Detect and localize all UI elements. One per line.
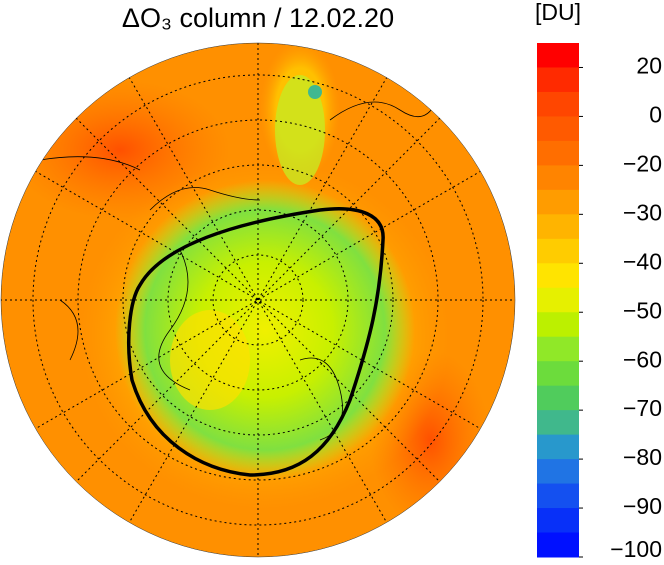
- colorbar-block: [537, 410, 579, 436]
- colorbar-tick-label: −100: [610, 536, 662, 562]
- colorbar-tick-label: −40: [623, 248, 662, 274]
- graticule: [1, 43, 515, 557]
- colorbar-block: [537, 116, 579, 142]
- colorbar-tick-label: −50: [623, 297, 662, 323]
- colorbar-tick-label: −60: [623, 346, 662, 372]
- colorbar-tick-label: −20: [623, 150, 662, 176]
- colorbar-block: [537, 336, 579, 362]
- colorbar-block: [537, 312, 579, 338]
- colorbar-block: [537, 214, 579, 240]
- colorbar-block: [537, 459, 579, 485]
- colorbar-block: [537, 361, 579, 387]
- colorbar-block: [537, 43, 579, 68]
- colorbar-tick-label: −30: [623, 199, 662, 225]
- map-title: ΔO₃ column / 12.02.20: [122, 3, 394, 33]
- colorbar-block: [537, 67, 579, 93]
- colorbar-unit: [DU]: [535, 0, 581, 25]
- vortex-edge: [127, 207, 385, 477]
- colorbar-block: [537, 140, 579, 166]
- colorbar-tick-label: 0: [649, 102, 662, 128]
- colorbar-block: [537, 508, 579, 534]
- colorbar-block: [537, 263, 579, 289]
- colorbar-block: [537, 91, 579, 117]
- colorbar-tick-label: −70: [623, 395, 662, 421]
- colorbar-tick-label: 20: [636, 53, 662, 79]
- colorbar-block: [537, 238, 579, 264]
- colorbar-block: [537, 287, 579, 313]
- colorbar-block: [537, 385, 579, 411]
- colorbar-block: [537, 434, 579, 460]
- colorbar-block: [537, 189, 579, 215]
- map-border: [0, 42, 516, 558]
- colorbar-tick-label: −90: [623, 493, 662, 519]
- colorbar-tick-label: −80: [623, 444, 662, 470]
- colorbar-block: [537, 532, 579, 558]
- colorbar-block: [537, 165, 579, 191]
- colorbar-block: [537, 483, 579, 509]
- ozone-map: [1, 43, 515, 557]
